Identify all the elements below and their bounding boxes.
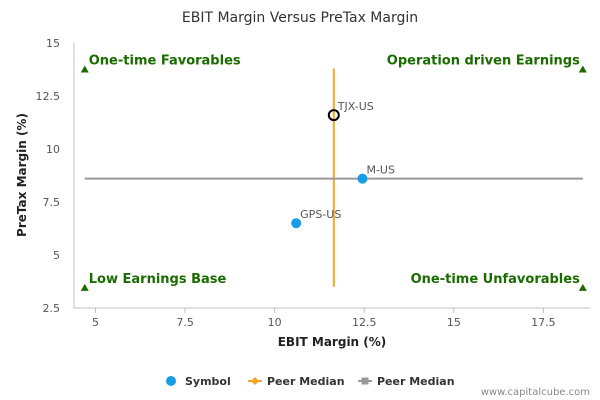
y-tick-label: 5 <box>53 249 60 262</box>
y-tick-label: 2.5 <box>43 302 61 315</box>
quadrant-marker <box>578 283 587 291</box>
data-point[interactable] <box>357 173 368 184</box>
peer-median-lines <box>84 68 583 287</box>
x-axis-title: EBIT Margin (%) <box>278 335 387 349</box>
quadrant-marker <box>578 65 587 73</box>
plot-area: 5 7.5 10 12.5 15 17.5 2.5 5 7.5 10 12.5 15 One-tim… <box>36 37 590 329</box>
x-tick-label: 7.5 <box>176 316 194 329</box>
y-tick-label: 7.5 <box>43 196 61 209</box>
x-axis-ticks: 5 7.5 10 12.5 15 17.5 <box>92 308 556 329</box>
quadrant-marker <box>80 283 89 291</box>
x-tick-label: 10 <box>268 316 282 329</box>
y-tick-label: 15 <box>46 37 60 50</box>
quadrant-marker <box>80 65 89 73</box>
legend-symbol <box>361 377 369 385</box>
legend-label: Symbol <box>185 375 231 388</box>
quadrant-label: Operation driven Earnings <box>387 54 580 69</box>
credit-text: www.capitalcube.com <box>481 387 590 398</box>
data-point-label: GPS-US <box>300 208 341 221</box>
quadrant-label: One-time Unfavorables <box>411 272 580 287</box>
y-axis-title: PreTax Margin (%) <box>15 113 29 237</box>
quadrant-label: Low Earnings Base <box>89 272 227 287</box>
quadrant-labels: One-time Favorables Operation driven Earn… <box>80 54 587 291</box>
y-axis-ticks: 2.5 5 7.5 10 12.5 15 <box>36 37 61 315</box>
legend-item[interactable]: Symbol <box>166 375 231 388</box>
x-tick-label: 5 <box>92 316 99 329</box>
data-point-label: TJX-US <box>337 100 374 113</box>
x-tick-label: 15 <box>447 316 461 329</box>
y-tick-label: 12.5 <box>36 90 61 103</box>
data-point-label: M-US <box>366 164 395 177</box>
y-tick-label: 10 <box>46 143 60 156</box>
legend-symbol <box>166 376 176 386</box>
chart-title: EBIT Margin Versus PreTax Margin <box>182 10 418 26</box>
data-point[interactable] <box>291 218 302 229</box>
x-tick-label: 17.5 <box>531 316 556 329</box>
quadrant-label: One-time Favorables <box>89 54 241 69</box>
legend-label: Peer Median <box>377 375 455 388</box>
legend-label: Peer Median <box>267 375 345 388</box>
x-tick-label: 12.5 <box>352 316 377 329</box>
legend-item[interactable]: Peer Median <box>248 375 345 388</box>
data-point[interactable] <box>327 109 340 122</box>
data-points: TJX-US M-US GPS-US <box>291 100 395 229</box>
legend: Symbol Peer Median Peer Median <box>166 375 455 388</box>
legend-symbol <box>251 377 259 385</box>
legend-item[interactable]: Peer Median <box>358 375 455 388</box>
